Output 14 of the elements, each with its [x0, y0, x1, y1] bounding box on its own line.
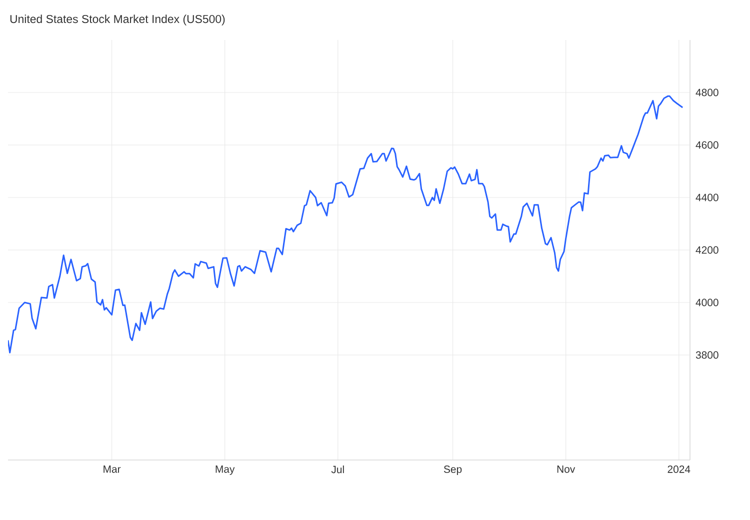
y-tick-label: 4000: [696, 298, 718, 306]
x-tick-label: Nov: [557, 466, 576, 473]
line-series: [8, 95, 684, 354]
x-tick-label: May: [216, 466, 235, 475]
x-tick-label: 2024: [668, 466, 690, 473]
chart-title: United States Stock Market Index (US500): [10, 14, 225, 26]
y-tick-label: 4400: [696, 194, 718, 202]
x-tick-label: Sep: [444, 466, 462, 475]
x-tick-label: Jul: [331, 466, 344, 474]
y-tick-label: 4600: [696, 141, 718, 149]
y-tick-label: 4800: [696, 88, 718, 96]
y-tick-label: 3800: [696, 351, 718, 359]
y-tick-label: 4200: [696, 246, 718, 254]
x-tick-label: Mar: [104, 466, 121, 473]
